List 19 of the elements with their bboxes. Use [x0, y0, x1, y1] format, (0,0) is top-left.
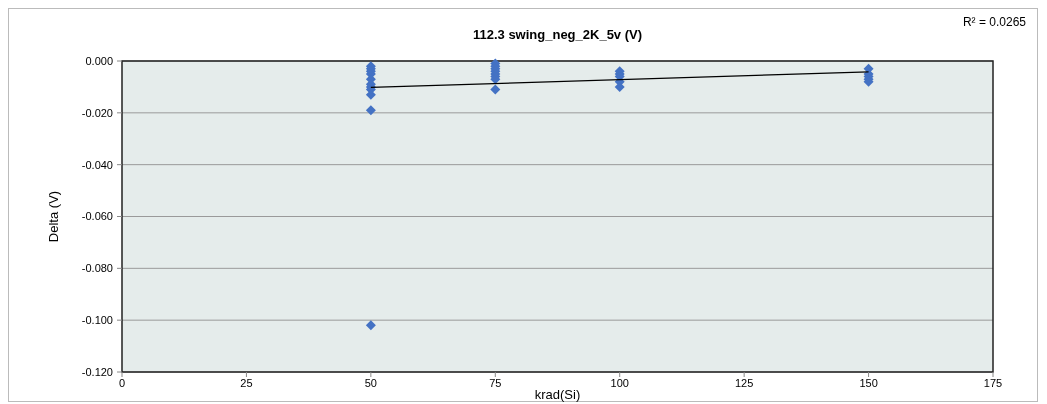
- x-axis-title: krad(Si): [534, 387, 581, 402]
- x-tick-label: 25: [240, 377, 253, 389]
- y-tick-label: -0.040: [81, 158, 113, 171]
- y-tick-label: -0.080: [81, 262, 113, 275]
- chart-title: 112.3 swing_neg_2K_5v (V): [472, 27, 643, 42]
- y-tick-label: -0.100: [81, 314, 113, 327]
- y-axis-title: Delta (V): [46, 190, 61, 243]
- x-tick-label: 175: [983, 377, 1003, 389]
- y-tick-label: -0.060: [81, 210, 113, 223]
- text: R² = 0.0265: [962, 15, 1027, 29]
- x-tick-label: 0: [118, 377, 126, 389]
- x-tick-label: 50: [364, 377, 377, 389]
- y-tick-label: -0.120: [81, 365, 113, 378]
- y-tick-label: 0.000: [85, 54, 113, 67]
- x-tick-label: 125: [734, 377, 754, 389]
- x-tick-label: 75: [489, 377, 502, 389]
- x-tick-label: 100: [610, 377, 629, 389]
- x-tick-label: 150: [859, 377, 878, 389]
- y-tick-label: -0.020: [81, 106, 113, 119]
